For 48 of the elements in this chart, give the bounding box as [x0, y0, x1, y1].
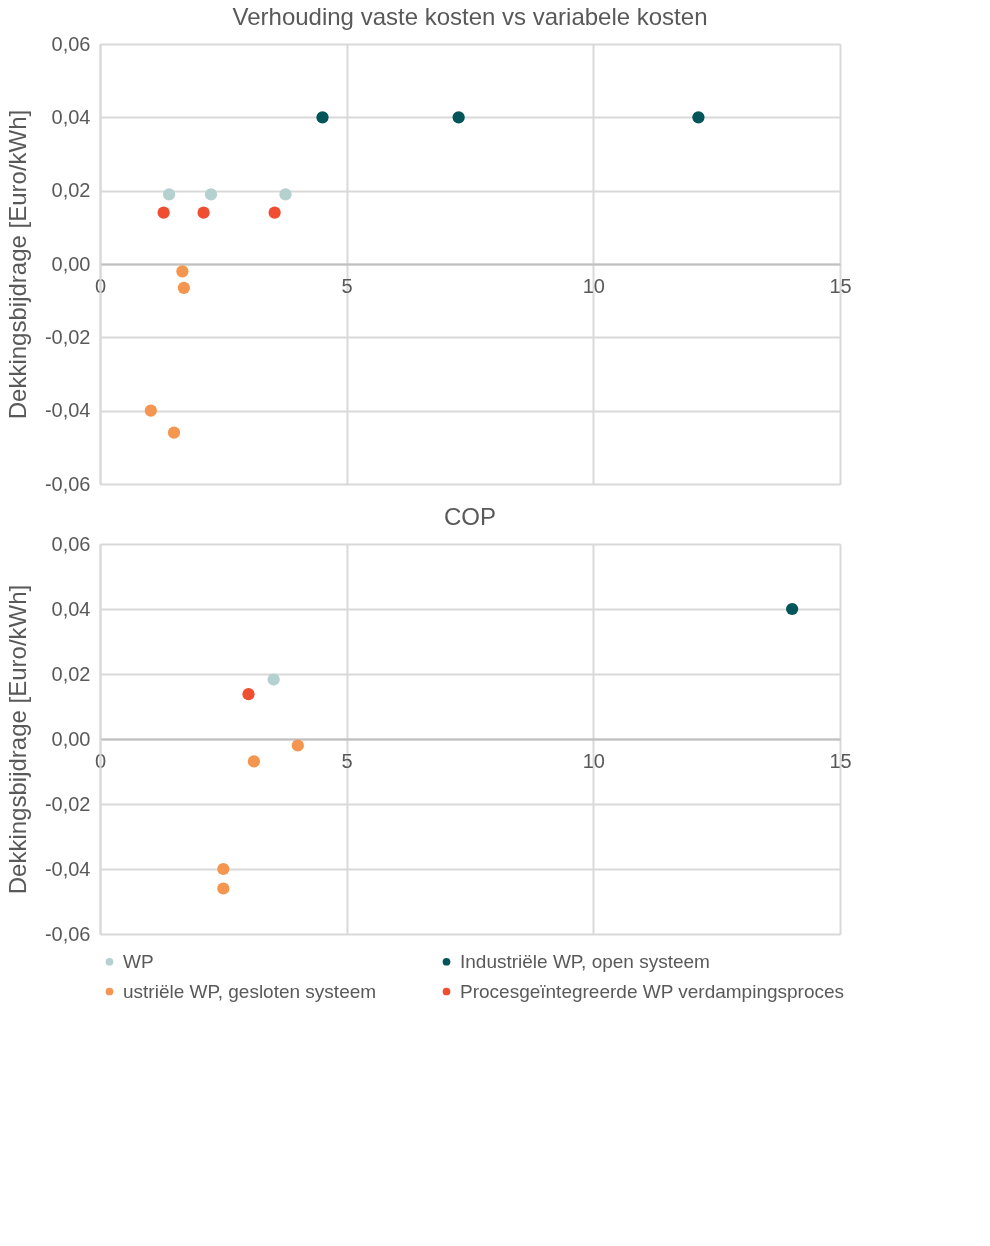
- y-axis-title: Dekkingsbijdrage [Euro/kWh]: [3, 584, 31, 895]
- point: [279, 188, 292, 201]
- point: [157, 206, 170, 219]
- y-tick-label: 0,04: [51, 105, 91, 128]
- legend-label: WP: [123, 950, 154, 972]
- y-tick-label: -0,02: [44, 792, 91, 815]
- point: [162, 188, 176, 201]
- point: [144, 404, 157, 417]
- y-tick-label: -0,04: [44, 857, 91, 880]
- y-tick-label: 0,06: [51, 32, 91, 55]
- y-tick-label: -0,02: [44, 325, 91, 348]
- x-tick-label: 10: [582, 274, 605, 297]
- x-tick-label: 5: [341, 749, 353, 772]
- legend-label: Procesgeïntegreerde WP verdampingsproces: [460, 980, 845, 1002]
- point: [452, 111, 465, 124]
- point: [177, 281, 190, 294]
- y-tick-label: -0,06: [44, 922, 91, 945]
- point: [267, 673, 280, 686]
- x-tick-label: 5: [341, 274, 353, 297]
- y-tick-label: 0,06: [51, 532, 91, 555]
- y-tick-label: -0,06: [44, 472, 91, 495]
- x-tick-label: 15: [829, 749, 852, 772]
- legend-label: ustriële WP, gesloten systeem: [123, 980, 377, 1002]
- x-tick-label: 15: [829, 274, 852, 297]
- legend-label: Industriële WP, open systeem: [460, 950, 710, 972]
- point: [217, 882, 230, 895]
- point: [176, 265, 189, 278]
- chart-title: Verhouding vaste kosten vs variabele kosten: [232, 3, 708, 30]
- y-tick-label: 0,04: [51, 597, 91, 620]
- chart-title: COP: [443, 503, 497, 530]
- point: [167, 426, 181, 439]
- y-tick-label: -0,04: [44, 399, 91, 422]
- point: [217, 862, 230, 876]
- x-tick-label: 10: [582, 749, 605, 772]
- y-tick-label: 0,00: [51, 252, 91, 275]
- point: [197, 206, 210, 219]
- point: [247, 755, 261, 768]
- y-tick-label: 0,02: [51, 662, 91, 685]
- y-tick-label: 0,02: [51, 179, 91, 202]
- point: [291, 739, 304, 752]
- point: [316, 111, 329, 124]
- point: [692, 111, 705, 124]
- point: [242, 688, 255, 701]
- point: [204, 188, 218, 201]
- y-axis-title: Dekkingsbijdrage [Euro/kWh]: [3, 109, 31, 420]
- point: [268, 206, 281, 219]
- y-tick-label: 0,00: [51, 727, 91, 750]
- point: [786, 602, 799, 616]
